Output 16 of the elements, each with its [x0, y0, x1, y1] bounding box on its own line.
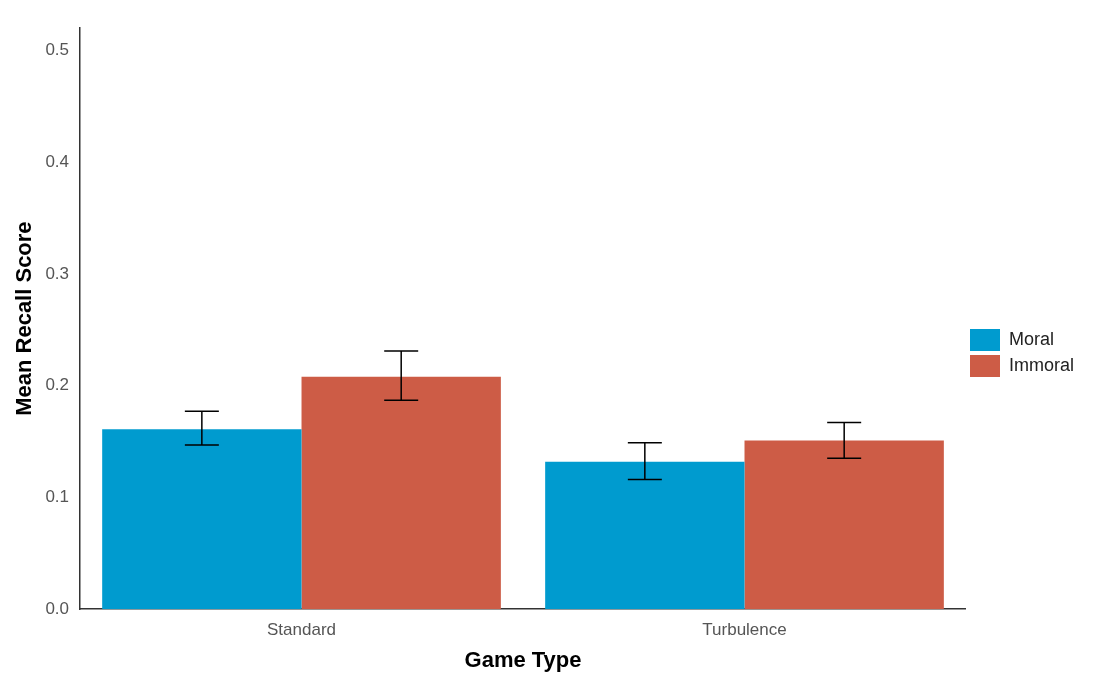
- x-axis-title: Game Type: [464, 646, 582, 672]
- legend-label: Immoral: [1009, 354, 1075, 375]
- legend-label: Moral: [1009, 328, 1055, 349]
- y-tick-label: 0.5: [45, 40, 70, 60]
- y-tick-label: 0.2: [45, 375, 70, 395]
- y-tick-label: 0.4: [45, 151, 70, 171]
- bar: [102, 429, 302, 610]
- bar: [744, 440, 944, 610]
- y-axis-title: Mean Recall Score: [11, 221, 37, 416]
- x-tick-label: Turbulence: [702, 620, 787, 640]
- bar: [545, 461, 745, 610]
- y-tick-label: 0.3: [45, 263, 70, 283]
- y-tick-label: 0.1: [45, 487, 70, 507]
- bar: [301, 376, 501, 610]
- y-tick-label: 0.0: [45, 598, 70, 618]
- x-tick-label: Standard: [267, 620, 337, 640]
